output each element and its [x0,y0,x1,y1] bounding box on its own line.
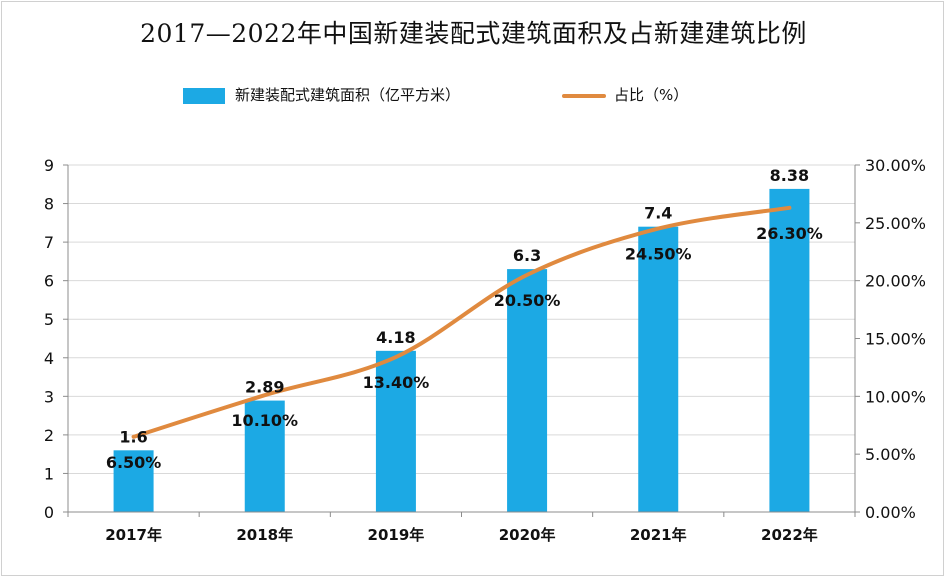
bar [638,226,679,512]
y-left-tick-label: 7 [44,233,54,252]
x-tick-label: 2022年 [761,526,818,544]
label-layer: 1.6 2.89 4.18 6.3 7.4 8.38 6.50% 10.10% 13.40% 20… [106,166,823,472]
y-right-tick-label: 5.00% [865,445,916,464]
ratio-line [131,205,792,439]
legend-item-ratio: 占比（%） [562,84,722,108]
bar-value-label: 6.3 [513,246,541,265]
y-left-tick-label: 1 [44,464,54,483]
legend-swatch-bar [183,88,225,104]
y-left-tick-label: 2 [44,426,54,445]
ratio-value-label: 20.50% [494,291,561,310]
x-tick-label: 2021年 [630,526,687,544]
legend-label-area: 新建装配式建筑面积（亿平方米） [235,86,461,104]
y-left-tick-label: 8 [44,195,54,214]
x-tick-label: 2019年 [368,526,425,544]
y-left-tick-label: 6 [44,272,54,291]
bar-value-label: 1.6 [119,427,147,446]
bar [769,188,810,512]
ratio-value-label: 10.10% [231,411,298,430]
y-right-tick-label: 15.00% [865,330,926,349]
bar [244,400,285,512]
grid-layer [68,164,855,474]
legend-label-ratio: 占比（%） [614,86,689,104]
x-tick-label: 2017年 [105,526,162,544]
y-left-tick-label: 0 [44,503,54,522]
chart-title: 2017—2022年中国新建装配式建筑面积及占新建建筑比例 [140,19,807,48]
bar-value-label: 7.4 [644,204,672,223]
ratio-value-label: 26.30% [756,224,823,243]
y-right-tick-label: 20.00% [865,272,926,291]
legend-swatch-line [562,94,606,98]
x-tick-label: 2018年 [236,526,293,544]
y-right-tick-label: 10.00% [865,387,926,406]
bar-value-label: 8.38 [770,166,809,185]
bar-value-label: 2.89 [245,378,284,397]
line-layer [131,205,792,439]
ratio-value-label: 13.40% [363,373,430,392]
bar-value-label: 4.18 [376,328,415,347]
ratio-value-label: 24.50% [625,245,692,264]
y-left-tick-label: 9 [44,156,54,175]
axis-layer: 0 1 2 3 4 5 6 7 8 9 0.00% 5.00% 10.00% 15.00% 20.00% 25… [44,156,926,544]
y-right-tick-label: 30.00% [865,156,926,175]
x-tick-label: 2020年 [499,526,556,544]
y-left-tick-label: 3 [44,387,54,406]
ratio-value-label: 6.50% [106,453,162,472]
y-right-tick-label: 25.00% [865,214,926,233]
legend-item-area: 新建装配式建筑面积（亿平方米） [183,84,513,108]
y-left-tick-label: 4 [44,349,54,368]
bar [375,350,416,512]
bar [507,269,548,512]
y-left-tick-label: 5 [44,310,54,329]
y-right-tick-label: 0.00% [865,503,916,522]
bar [113,450,154,512]
bar-layer [113,188,810,512]
